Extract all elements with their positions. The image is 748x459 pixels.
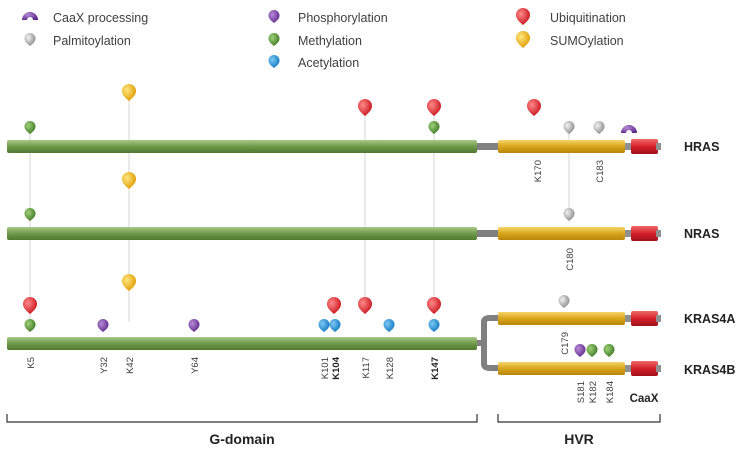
sumoylation-icon bbox=[122, 84, 136, 101]
residue-label-s181: S181 bbox=[576, 381, 587, 403]
phosphorylation-icon bbox=[268, 10, 280, 23]
kras4a-caax-box bbox=[631, 311, 658, 326]
methylation-icon bbox=[24, 208, 36, 221]
legend-item-ubiquitination: Ubiquitination bbox=[516, 8, 626, 25]
nras-linker bbox=[477, 230, 498, 237]
hras-g-domain-bar bbox=[7, 140, 477, 153]
ubiquitination-icon bbox=[427, 99, 441, 116]
legend-label-palmitoylation: Palmitoylation bbox=[53, 34, 131, 48]
kras4b-caax-box bbox=[631, 361, 658, 376]
legend-item-caax: CaaX processing bbox=[22, 11, 148, 25]
caax-icon bbox=[621, 125, 637, 133]
g-domain-bracket bbox=[6, 414, 478, 423]
legend-label-acetylation: Acetylation bbox=[298, 56, 359, 70]
legend-item-acetylation: Acetylation bbox=[268, 55, 359, 70]
palmitoylation-icon bbox=[563, 208, 575, 221]
palmitoylation-icon bbox=[593, 121, 605, 134]
legend-label-caax: CaaX processing bbox=[53, 11, 148, 25]
acetylation-icon bbox=[318, 319, 330, 332]
nras-g-domain-bar bbox=[7, 227, 477, 240]
methylation-icon bbox=[603, 344, 615, 357]
palmitoylation-icon bbox=[24, 33, 36, 46]
sumoylation-icon bbox=[122, 172, 136, 189]
kras-row: KRAS4A KRAS4B K5 Y32 K42 Y64 K101 K bbox=[7, 274, 735, 405]
residue-label-hras-k170: K170 bbox=[533, 160, 544, 182]
phosphorylation-icon bbox=[97, 319, 109, 332]
residue-label-c179: C179 bbox=[560, 332, 571, 355]
nras-caax-box bbox=[631, 226, 658, 241]
legend-item-methylation: Methylation bbox=[268, 33, 362, 48]
ubiquitination-icon bbox=[516, 8, 530, 25]
ubiquitination-icon bbox=[358, 99, 372, 116]
residue-label-k5: K5 bbox=[26, 357, 37, 369]
methylation-icon bbox=[24, 121, 36, 134]
hras-row: HRAS K170 C183 bbox=[7, 84, 719, 183]
domain-brackets: G-domain HVR bbox=[6, 414, 661, 447]
residue-label-k128: K128 bbox=[385, 357, 396, 379]
nras-row: NRAS C180 bbox=[7, 172, 719, 271]
residue-label-k101: K101 bbox=[320, 357, 331, 379]
palmitoylation-icon bbox=[558, 295, 570, 308]
legend-label-methylation: Methylation bbox=[298, 34, 362, 48]
residue-label-k42: K42 bbox=[125, 357, 136, 374]
kras4b-label: KRAS4B bbox=[684, 363, 735, 377]
kras-g-domain-bar bbox=[7, 337, 477, 350]
kras4a-label: KRAS4A bbox=[684, 312, 735, 326]
legend-item-palmitoylation: Palmitoylation bbox=[24, 33, 131, 48]
hvr-label: HVR bbox=[564, 431, 594, 447]
legend-item-sumoylation: SUMOylation bbox=[516, 31, 624, 48]
caax-icon bbox=[22, 12, 38, 20]
legend-label-ubiquitination: Ubiquitination bbox=[550, 11, 626, 25]
acetylation-icon bbox=[383, 319, 395, 332]
residue-guide-lines bbox=[29, 100, 570, 322]
palmitoylation-icon bbox=[563, 121, 575, 134]
kras-linker-to-4a bbox=[477, 315, 498, 346]
residue-label-y64: Y64 bbox=[190, 357, 201, 374]
residue-label-k184: K184 bbox=[605, 381, 616, 403]
legend-label-phosphorylation: Phosphorylation bbox=[298, 11, 388, 25]
legend-item-phosphorylation: Phosphorylation bbox=[268, 10, 388, 25]
methylation-icon bbox=[24, 319, 36, 332]
hras-caax-box bbox=[631, 139, 658, 154]
methylation-icon bbox=[586, 344, 598, 357]
hvr-bracket bbox=[497, 414, 661, 423]
ubiquitination-icon bbox=[427, 297, 441, 314]
kras4a-hvr-bar bbox=[498, 312, 625, 325]
acetylation-icon bbox=[329, 319, 341, 332]
residue-label-k182: K182 bbox=[588, 381, 599, 403]
nras-label: NRAS bbox=[684, 227, 719, 241]
kras-linker-to-4b bbox=[481, 343, 498, 371]
methylation-icon bbox=[268, 33, 280, 46]
residue-label-nras-c180: C180 bbox=[565, 248, 576, 271]
ubiquitination-icon bbox=[23, 297, 37, 314]
acetylation-icon bbox=[268, 55, 280, 68]
hras-hvr-bar bbox=[498, 140, 625, 153]
phosphorylation-icon bbox=[188, 319, 200, 332]
hras-linker bbox=[477, 143, 498, 150]
caax-label: CaaX bbox=[630, 393, 659, 405]
hras-label: HRAS bbox=[684, 140, 719, 154]
sumoylation-icon bbox=[122, 274, 136, 291]
residue-label-hras-c183: C183 bbox=[595, 160, 606, 183]
nras-hvr-bar bbox=[498, 227, 625, 240]
acetylation-icon bbox=[428, 319, 440, 332]
ubiquitination-icon bbox=[527, 99, 541, 116]
sumoylation-icon bbox=[516, 31, 530, 48]
g-domain-label: G-domain bbox=[209, 431, 274, 447]
ubiquitination-icon bbox=[327, 297, 341, 314]
residue-label-k104: K104 bbox=[331, 356, 342, 379]
hras-connector bbox=[625, 143, 631, 150]
legend-label-sumoylation: SUMOylation bbox=[550, 34, 624, 48]
residue-label-k117: K117 bbox=[361, 357, 372, 378]
residue-label-y32: Y32 bbox=[99, 357, 110, 374]
ubiquitination-icon bbox=[358, 297, 372, 314]
legend: CaaX processing Palmitoylation Phosphory… bbox=[22, 8, 626, 70]
residue-label-k147: K147 bbox=[430, 357, 441, 380]
methylation-icon bbox=[428, 121, 440, 134]
phosphorylation-icon bbox=[574, 344, 586, 357]
kras4b-hvr-bar bbox=[498, 362, 625, 375]
